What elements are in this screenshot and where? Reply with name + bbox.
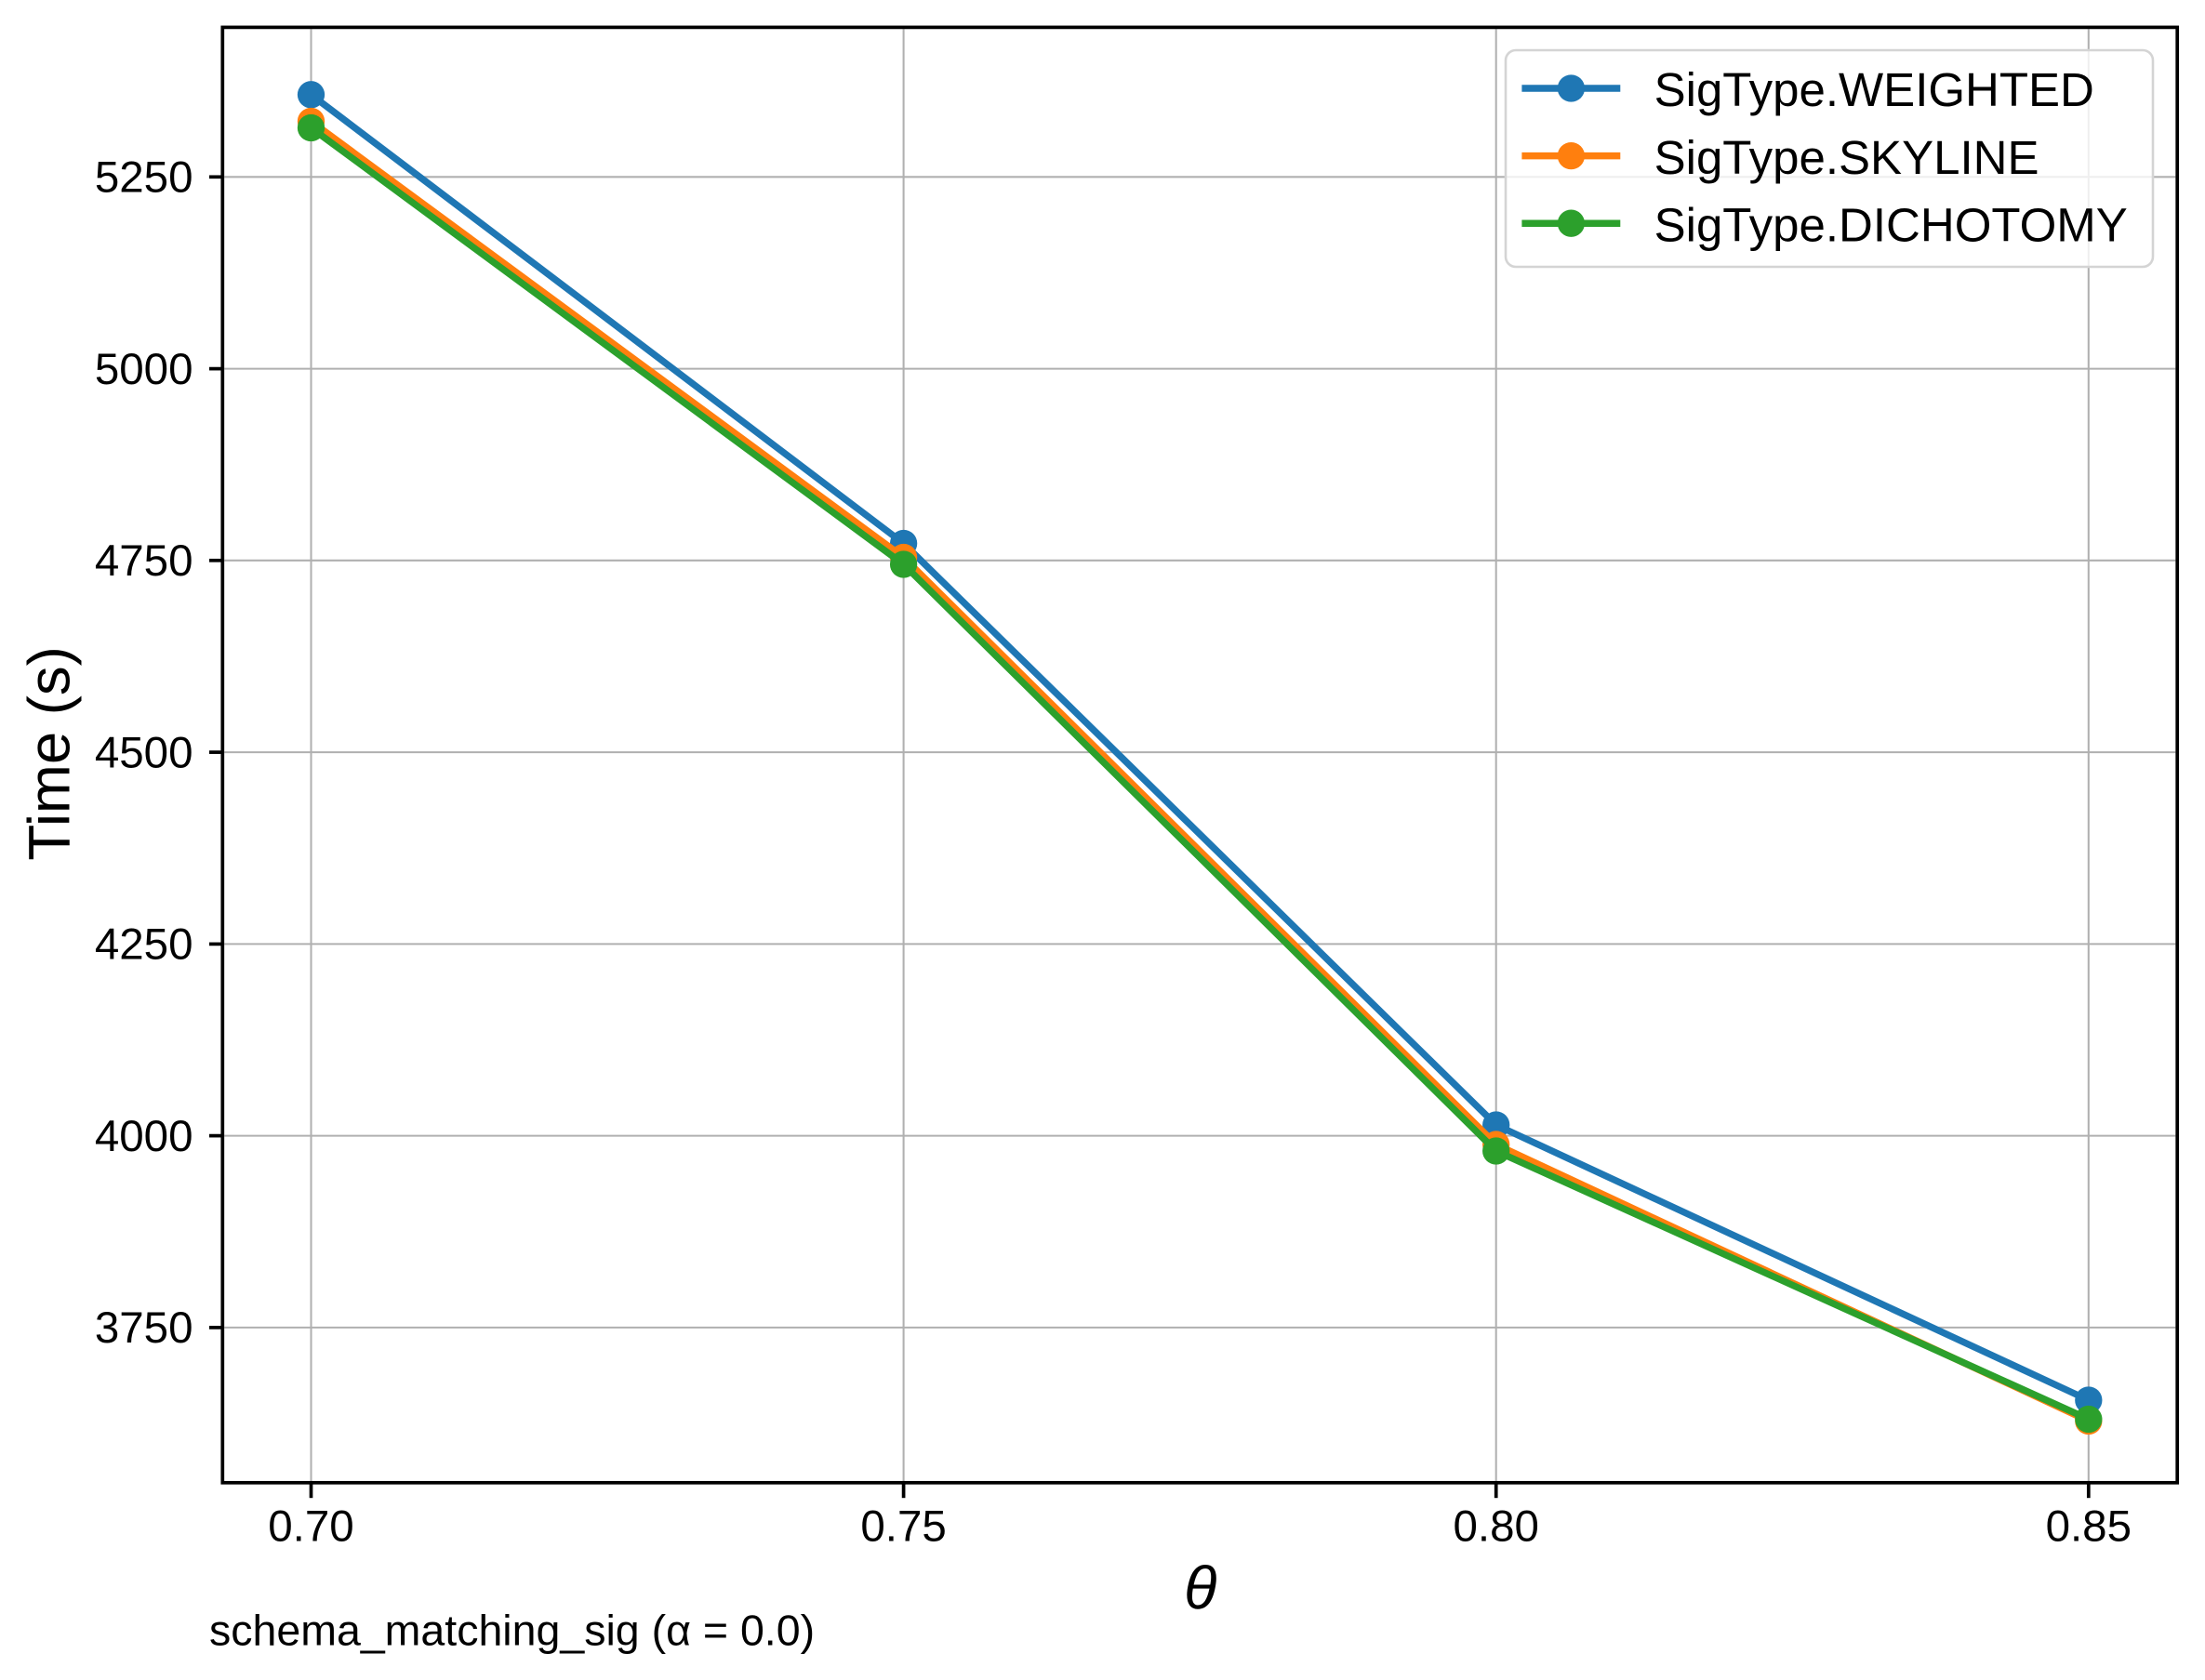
svg-text:θ: θ — [1184, 1554, 1216, 1621]
svg-text:4750: 4750 — [95, 536, 193, 586]
svg-text:0.80: 0.80 — [1453, 1502, 1538, 1552]
svg-text:0.70: 0.70 — [268, 1502, 353, 1552]
svg-text:5250: 5250 — [95, 153, 193, 203]
svg-text:4000: 4000 — [95, 1112, 193, 1161]
svg-text:Time (s): Time (s) — [18, 646, 83, 860]
svg-text:4250: 4250 — [95, 920, 193, 970]
svg-text:5000: 5000 — [95, 345, 193, 394]
svg-text:SigType.SKYLINE: SigType.SKYLINE — [1654, 131, 2039, 184]
svg-text:schema_matching_sig (α = 0.0): schema_matching_sig (α = 0.0) — [209, 1607, 815, 1655]
svg-text:4500: 4500 — [95, 728, 193, 777]
svg-text:0.85: 0.85 — [2046, 1502, 2132, 1552]
svg-text:3750: 3750 — [95, 1303, 193, 1353]
svg-text:0.75: 0.75 — [860, 1502, 946, 1552]
svg-text:SigType.DICHOTOMY: SigType.DICHOTOMY — [1654, 198, 2128, 251]
svg-text:SigType.WEIGHTED: SigType.WEIGHTED — [1654, 63, 2094, 116]
